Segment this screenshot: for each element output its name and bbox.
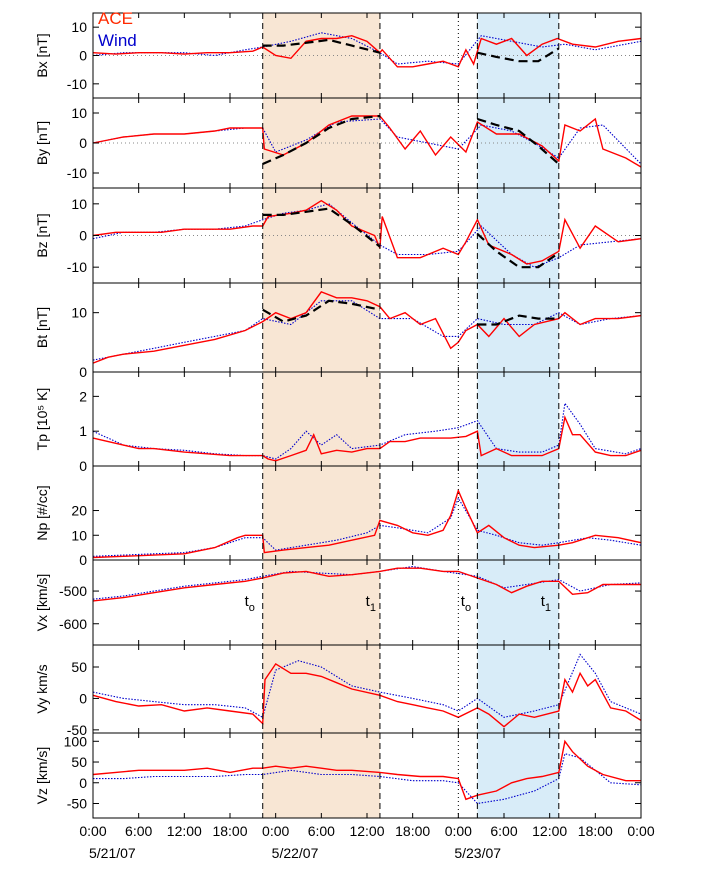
fit-curve: [262, 207, 381, 248]
wind-series: [93, 753, 642, 805]
y-axis-label: Np [#/cc]: [34, 485, 50, 540]
y-tick-label: -10: [67, 165, 87, 181]
ace-series: [92, 291, 642, 364]
frames-layer: [92, 12, 642, 819]
date-label: 5/23/07: [454, 845, 501, 861]
y-tick-label: 10: [71, 196, 87, 212]
ace-series: [92, 662, 642, 728]
time-marker-label: to: [245, 593, 255, 614]
y-tick-label: 0: [79, 48, 87, 64]
y-tick-label: 0: [79, 690, 87, 706]
y-tick-label: 10: [71, 305, 87, 321]
time-marker-label: to: [461, 593, 471, 614]
x-tick-label: 0:00: [262, 823, 289, 839]
wind-series: [92, 203, 642, 268]
y-tick-label: -10: [67, 76, 87, 92]
y-tick-label: 20: [71, 503, 87, 519]
ace-series: [92, 739, 641, 801]
ace-series: [92, 34, 642, 68]
fit-curve: [262, 38, 381, 54]
y-tick-label: -600: [59, 616, 87, 632]
time-marker-sub: 1: [545, 602, 551, 614]
y-tick-label: -10: [67, 259, 87, 275]
date-label: 5/21/07: [89, 845, 136, 861]
y-tick-label: 2: [79, 388, 87, 404]
y-tick-label: 0: [79, 228, 87, 244]
x-tick-label: 18:00: [212, 823, 247, 839]
date-label: 5/22/07: [272, 845, 319, 861]
series-layer: [92, 32, 642, 805]
ace-series: [92, 567, 641, 602]
y-tick-label: 10: [71, 19, 87, 35]
x-tick-label: 0:00: [79, 823, 106, 839]
shaded-event-1: [262, 13, 380, 818]
y-tick-label: 0: [79, 552, 87, 568]
ace-series: [92, 199, 642, 265]
fit-curve: [477, 117, 560, 165]
y-tick-label: 0: [79, 775, 87, 791]
wind-series: [92, 653, 642, 719]
legend-ace: ACE: [98, 9, 133, 28]
y-tick-label: 100: [64, 733, 88, 749]
y-tick-label: 0: [79, 135, 87, 151]
fit-curve: [476, 233, 560, 269]
y-tick-label: 10: [71, 527, 87, 543]
y-axis-label: Vx [km/s]: [34, 574, 50, 632]
fit-curve: [477, 314, 559, 326]
y-axis-label: By [nT]: [34, 121, 50, 165]
y-tick-label: 50: [71, 754, 87, 770]
legend: ACE Wind: [98, 9, 137, 50]
y-tick-label: 0: [79, 458, 87, 474]
time-marker-label: t1: [366, 593, 376, 614]
x-tick-label: 18:00: [578, 823, 613, 839]
ace-series: [92, 488, 642, 559]
x-tick-label: 12:00: [349, 823, 384, 839]
y-axis-label: Bx [nT]: [34, 33, 50, 77]
time-marker-sub: o: [249, 602, 255, 614]
y-axis-label: Vz [km/s]: [34, 747, 50, 805]
y-tick-label: -500: [59, 583, 87, 599]
legend-wind: Wind: [98, 31, 137, 50]
shading-layer: [262, 13, 559, 818]
fit-curve: [477, 47, 560, 63]
fit-curve: [262, 299, 381, 323]
ace-series: [92, 115, 642, 168]
x-tick-label: 18:00: [395, 823, 430, 839]
x-tick-label: 6:00: [308, 823, 335, 839]
y-axis-label: Vy km/s: [34, 664, 50, 713]
shaded-event-2: [477, 13, 559, 818]
x-tick-label: 0:00: [627, 823, 654, 839]
marker-layer: [262, 13, 560, 818]
y-tick-label: -50: [67, 722, 87, 738]
time-marker-label: t1: [541, 593, 551, 614]
y-tick-label: 1: [79, 423, 87, 439]
y-tick-label: 50: [71, 659, 87, 675]
y-tick-label: 10: [71, 105, 87, 121]
y-axis-label: Tp [10⁵ K]: [34, 388, 50, 451]
y-axis-label: Bz [nT]: [34, 213, 50, 257]
grid-layer: [93, 55, 641, 236]
x-tick-label: 6:00: [125, 823, 152, 839]
wind-series: [92, 565, 642, 600]
y-tick-label: -50: [67, 795, 87, 811]
time-marker-sub: o: [465, 602, 471, 614]
x-tick-label: 12:00: [532, 823, 567, 839]
x-tick-label: 12:00: [167, 823, 202, 839]
x-tick-label: 0:00: [445, 823, 472, 839]
x-tick-label: 6:00: [490, 823, 517, 839]
fit-curve: [262, 114, 381, 166]
y-tick-label: 0: [79, 364, 87, 380]
y-axis-label: Bt [nT]: [34, 307, 50, 348]
time-marker-sub: 1: [370, 602, 376, 614]
